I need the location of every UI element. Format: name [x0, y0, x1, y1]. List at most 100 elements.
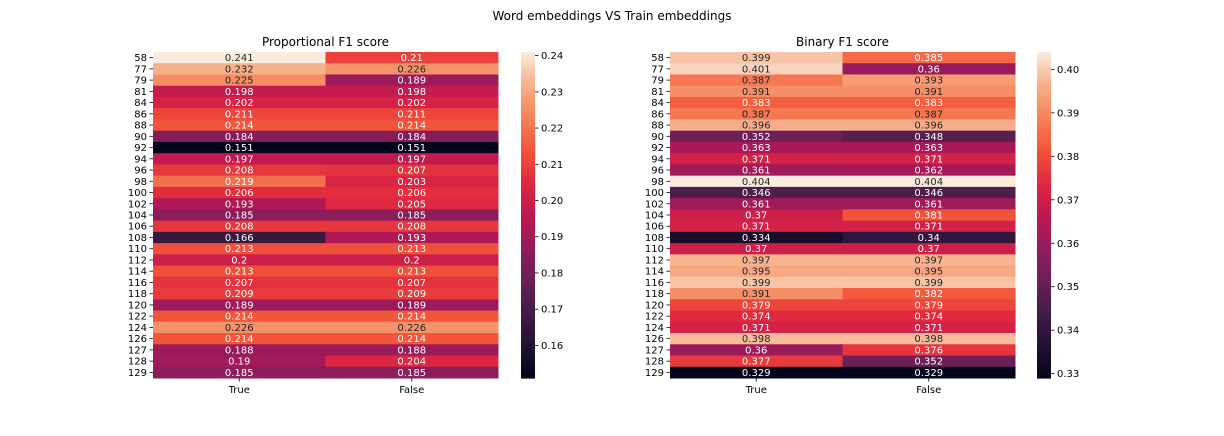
- heatmap-cell: [670, 310, 843, 323]
- colorbar-segment: [1037, 138, 1051, 143]
- y-tick-label: 122: [128, 312, 147, 323]
- heatmap-cell: [153, 355, 326, 368]
- colorbar-segment: [1037, 133, 1051, 137]
- colorbar-segment: [1037, 323, 1051, 327]
- heatmap-cell: [842, 130, 1016, 143]
- cell-label: 0.207: [225, 278, 254, 289]
- y-tick-label: 104: [128, 211, 147, 222]
- colorbar-tick-label: 0.22: [541, 124, 563, 135]
- heatmap-cell: [153, 333, 326, 345]
- y-tick-label: 126: [128, 334, 147, 345]
- colorbar-segment: [521, 282, 535, 287]
- heatmap-cell: [153, 265, 326, 278]
- y-tick-label: 81: [134, 87, 147, 98]
- colorbar-segment: [1037, 98, 1051, 102]
- heatmap-cell: [325, 333, 499, 345]
- cell-label: 0.2: [404, 255, 420, 266]
- y-tick-label: 118: [128, 289, 147, 300]
- heatmap-cell: [670, 321, 843, 334]
- colorbar-segment: [1037, 320, 1051, 325]
- heatmap-cell: [325, 175, 499, 188]
- colorbar-segment: [1037, 228, 1051, 232]
- cell-label: 0.211: [397, 109, 426, 120]
- colorbar-segment: [1037, 119, 1051, 124]
- colorbar-segment: [1037, 223, 1051, 227]
- heatmap-cell: [325, 231, 499, 244]
- colorbar-segment: [1037, 209, 1051, 213]
- heatmap-cell: [153, 153, 326, 165]
- cell-label: 0.204: [397, 357, 426, 368]
- colorbar-tick-label: 0.17: [541, 305, 563, 316]
- cell-label: 0.396: [742, 121, 771, 132]
- heatmap-cell: [842, 96, 1016, 109]
- cell-label: 0.404: [742, 177, 771, 188]
- colorbar-segment: [1037, 231, 1051, 235]
- colorbar-tick-label: 0.18: [541, 268, 563, 279]
- colorbar-segment: [1037, 155, 1051, 159]
- colorbar-segment: [521, 345, 535, 349]
- heatmap-cell: [153, 231, 326, 244]
- heatmap-cell: [670, 288, 843, 300]
- colorbar-segment: [1037, 195, 1051, 200]
- colorbar-segment: [521, 98, 535, 102]
- colorbar-segment: [521, 114, 535, 118]
- colorbar-segment: [521, 90, 535, 94]
- cell-label: 0.21: [401, 53, 423, 64]
- colorbar-segment: [521, 312, 535, 317]
- heatmap-cell: [153, 299, 326, 312]
- colorbar-segment: [521, 128, 535, 132]
- heatmap-cell: [325, 265, 499, 278]
- heatmap-cell: [670, 366, 843, 379]
- colorbar-segment: [521, 315, 535, 319]
- colorbar-segment: [521, 301, 535, 306]
- colorbar-segment: [521, 176, 535, 181]
- cell-label: 0.376: [914, 345, 943, 356]
- colorbar-segment: [521, 54, 535, 59]
- colorbar-segment: [1037, 79, 1051, 83]
- cell-label: 0.202: [397, 98, 426, 109]
- cell-label: 0.346: [914, 188, 943, 199]
- cell-label: 0.193: [225, 199, 254, 210]
- y-tick-label: 77: [134, 64, 147, 75]
- heatmap-cell: [670, 52, 843, 64]
- colorbar-segment: [521, 117, 535, 121]
- colorbar-segment: [1037, 364, 1051, 368]
- cell-label: 0.213: [397, 267, 426, 278]
- colorbar-tick-label: 0.37: [1057, 195, 1079, 206]
- y-tick-label: 106: [645, 222, 664, 233]
- colorbar-segment: [521, 95, 535, 99]
- colorbar-segment: [1037, 334, 1051, 338]
- colorbar-segment: [521, 296, 535, 300]
- colorbar-segment: [1037, 293, 1051, 298]
- y-tick-label: 127: [128, 345, 147, 356]
- colorbar-segment: [521, 293, 535, 298]
- colorbar-tick-label: 0.19: [541, 232, 563, 243]
- colorbar-segment: [1037, 166, 1051, 170]
- colorbar-segment: [521, 334, 535, 338]
- heatmap-cell: [153, 254, 326, 267]
- cell-label: 0.214: [397, 121, 426, 132]
- heatmap-cell: [842, 119, 1016, 132]
- colorbar-segment: [521, 220, 535, 224]
- cell-label: 0.387: [742, 76, 771, 87]
- y-tick-label: 124: [645, 323, 664, 334]
- cell-label: 0.361: [914, 199, 943, 210]
- cell-label: 0.393: [914, 76, 943, 87]
- cell-label: 0.361: [742, 166, 771, 177]
- colorbar-segment: [1037, 242, 1051, 246]
- heatmap-cell: [153, 175, 326, 188]
- colorbar-segment: [521, 204, 535, 208]
- colorbar-segment: [1037, 109, 1051, 113]
- cell-label: 0.387: [742, 109, 771, 120]
- colorbar-segment: [1037, 318, 1051, 322]
- colorbar-segment: [1037, 201, 1051, 205]
- colorbar-segment: [1037, 163, 1051, 167]
- colorbar-segment: [521, 217, 535, 222]
- colorbar-segment: [521, 125, 535, 129]
- cell-label: 0.374: [742, 312, 771, 323]
- heatmap-cell: [670, 119, 843, 132]
- x-tick-label: True: [228, 385, 250, 396]
- cell-label: 0.329: [742, 368, 771, 379]
- cell-label: 0.219: [225, 177, 254, 188]
